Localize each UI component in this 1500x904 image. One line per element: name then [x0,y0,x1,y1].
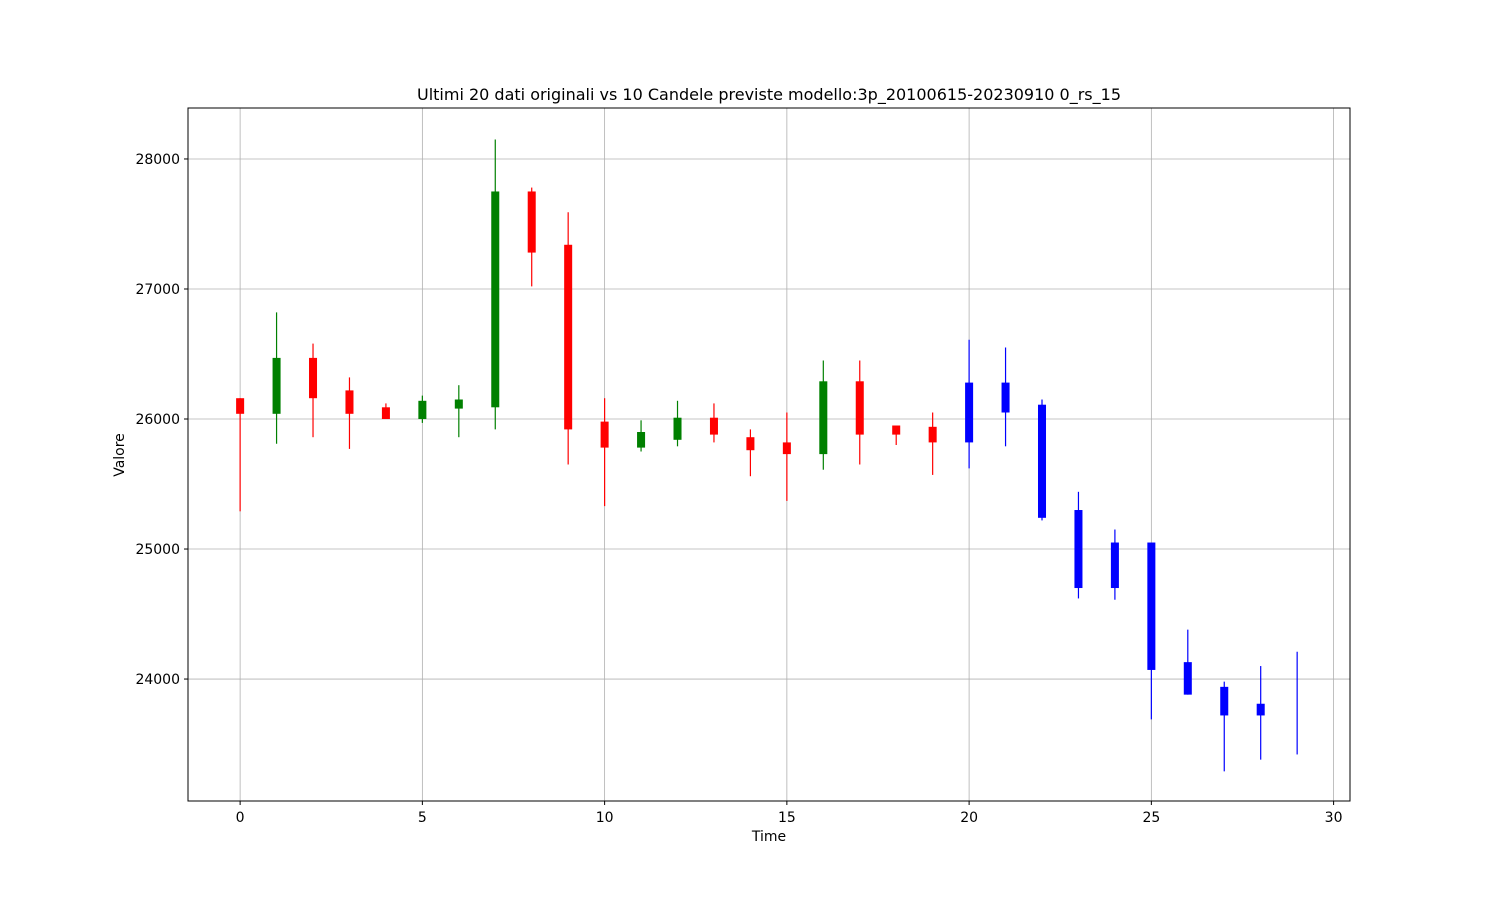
x-tick-label: 10 [596,810,614,826]
chart-title: Ultimi 20 dati originali vs 10 Candele p… [417,85,1121,105]
candle-body [673,417,682,440]
y-tick-label: 28000 [135,152,180,168]
candle-body [309,357,318,399]
candle-body [600,421,609,448]
candle-body [345,390,354,414]
candle-body [491,191,500,408]
candle-body [1001,382,1010,413]
candle-body [381,407,390,420]
x-tick-label: 15 [778,810,796,826]
y-tick-label: 25000 [135,542,180,558]
y-tick-label: 26000 [135,412,180,428]
candle-body [564,244,573,430]
x-tick-label: 30 [1325,810,1343,826]
candle-body [418,400,427,420]
y-tick-label: 27000 [135,282,180,298]
candle-body [965,382,974,443]
plot-frame [187,107,1351,802]
y-tick-label: 24000 [135,672,180,688]
x-tick-label: 5 [418,810,427,826]
x-tick-label: 25 [1142,810,1160,826]
candle-body [782,442,791,455]
candle-body [527,191,536,253]
candle-body [236,398,245,414]
candle-body [928,426,937,443]
x-tick-label: 0 [236,810,245,826]
candle-body [1074,510,1083,589]
y-axis-label: Valore [112,433,128,477]
candle-body [1037,404,1047,518]
candle-body [1183,662,1192,695]
candle-body [1256,703,1265,716]
candle-body [1220,686,1229,716]
x-axis-label: Time [751,829,786,845]
candle-body [1110,542,1119,589]
x-tick-label: 20 [960,810,978,826]
candle-body [637,432,646,448]
candle-body [454,399,463,409]
candle-body [272,357,281,414]
candle-body [709,417,718,435]
candle-body [819,381,828,455]
candle-body [892,425,901,435]
candle-body [1147,542,1156,670]
candle-body [746,437,755,451]
candle-body [855,381,864,435]
